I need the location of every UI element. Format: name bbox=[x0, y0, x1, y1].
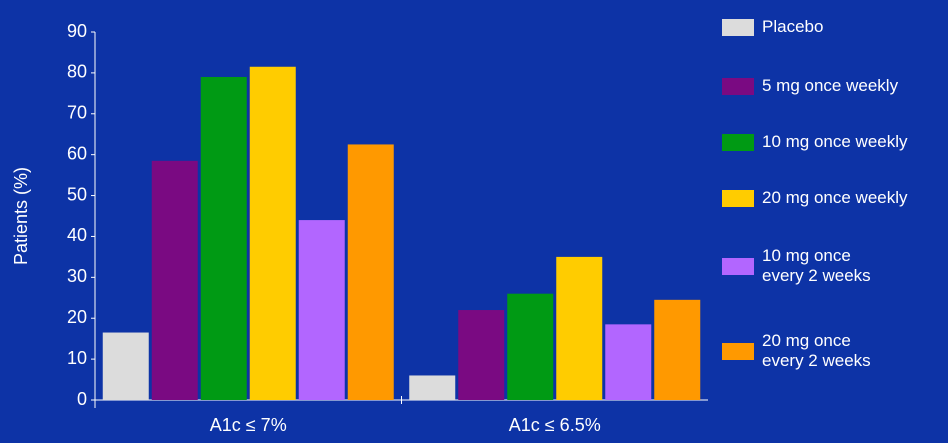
bar bbox=[605, 324, 652, 400]
legend-label: 20 mg once weekly bbox=[762, 188, 908, 207]
bar bbox=[102, 332, 149, 400]
bar bbox=[409, 375, 456, 400]
bar bbox=[151, 160, 198, 400]
bar bbox=[507, 293, 554, 400]
bar bbox=[458, 310, 505, 400]
y-axis-label: Patients (%) bbox=[11, 167, 31, 265]
legend-label: Placebo bbox=[762, 17, 824, 36]
legend-swatch bbox=[722, 189, 754, 207]
bar bbox=[347, 144, 394, 400]
legend-entry: 20 mg once weekly bbox=[722, 178, 908, 218]
bar bbox=[200, 76, 247, 400]
legend-swatch bbox=[722, 342, 754, 360]
legend-entry: 10 mg once every 2 weeks bbox=[722, 246, 871, 286]
y-tick-label: 70 bbox=[67, 103, 87, 123]
bar bbox=[654, 299, 701, 400]
legend-entry: Placebo bbox=[722, 7, 823, 47]
y-tick-label: 50 bbox=[67, 184, 87, 204]
legend-entry: 5 mg once weekly bbox=[722, 66, 898, 106]
legend-label: 20 mg once every 2 weeks bbox=[762, 331, 871, 370]
x-tick-label: A1c ≤ 7% bbox=[210, 415, 287, 435]
legend-swatch bbox=[722, 257, 754, 275]
legend-swatch bbox=[722, 133, 754, 151]
y-tick-label: 90 bbox=[67, 21, 87, 41]
legend-label: 5 mg once weekly bbox=[762, 76, 899, 95]
y-tick-label: 80 bbox=[67, 62, 87, 82]
y-tick-label: 10 bbox=[67, 348, 87, 368]
legend-swatch bbox=[722, 77, 754, 95]
y-tick-label: 20 bbox=[67, 307, 87, 327]
bar bbox=[249, 66, 296, 400]
legend-swatch bbox=[722, 18, 754, 36]
y-tick-label: 60 bbox=[67, 143, 87, 163]
y-tick-label: 0 bbox=[77, 389, 87, 409]
bar bbox=[556, 256, 603, 400]
y-tick-label: 30 bbox=[67, 266, 87, 286]
legend-label: 10 mg once weekly bbox=[762, 132, 908, 151]
x-tick-label: A1c ≤ 6.5% bbox=[509, 415, 601, 435]
y-tick-label: 40 bbox=[67, 225, 87, 245]
legend-entry: 20 mg once every 2 weeks bbox=[722, 331, 871, 371]
legend-entry: 10 mg once weekly bbox=[722, 122, 908, 162]
legend-label: 10 mg once every 2 weeks bbox=[762, 246, 871, 285]
bar bbox=[298, 220, 345, 400]
